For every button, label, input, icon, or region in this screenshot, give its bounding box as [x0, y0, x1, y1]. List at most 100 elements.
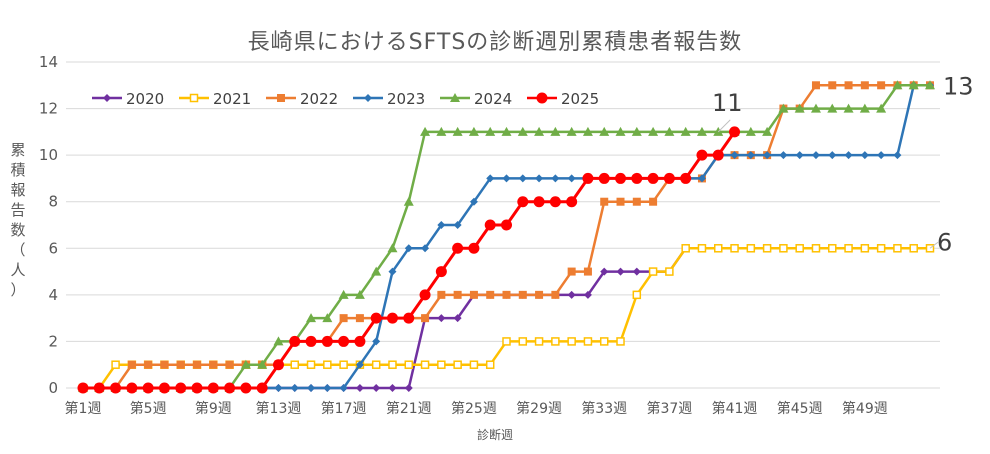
data-point	[664, 126, 675, 136]
data-point	[486, 174, 495, 183]
data-point	[354, 289, 365, 299]
annotation-leader	[717, 119, 731, 133]
data-point	[437, 290, 446, 299]
data-point	[437, 221, 446, 229]
data-point	[551, 174, 560, 183]
data-point	[517, 196, 529, 208]
data-point	[534, 126, 545, 136]
data-point	[372, 384, 381, 392]
data-point	[175, 382, 187, 394]
data-point	[763, 151, 772, 160]
data-point	[371, 360, 381, 369]
annotation-leader	[929, 241, 939, 249]
legend-label-2022: 2022	[300, 90, 338, 108]
data-point	[484, 219, 496, 231]
data-point	[290, 360, 299, 369]
y-tick-label: 0	[48, 379, 58, 397]
data-point	[648, 267, 658, 276]
data-point	[518, 337, 528, 346]
data-point	[712, 149, 724, 161]
data-point	[909, 244, 918, 253]
data-point	[126, 382, 138, 394]
data-point	[908, 80, 919, 90]
x-tick-label: 第45週	[777, 400, 823, 417]
data-point	[860, 151, 869, 160]
data-point	[536, 92, 548, 104]
data-point	[551, 290, 560, 299]
x-tick-label: 第49週	[842, 400, 888, 417]
data-point	[355, 314, 364, 323]
data-point	[535, 290, 544, 299]
x-tick-label: 第21週	[386, 400, 432, 417]
annotation-label: 11	[712, 89, 743, 117]
data-point	[632, 290, 642, 300]
data-point	[277, 94, 285, 102]
data-point	[844, 151, 853, 160]
data-point	[550, 126, 561, 136]
data-point	[469, 360, 479, 369]
data-point	[469, 290, 478, 299]
data-point	[354, 335, 366, 347]
data-point	[388, 360, 397, 369]
data-point	[485, 126, 496, 136]
data-point	[615, 126, 626, 136]
data-point	[828, 151, 837, 160]
data-point	[421, 314, 430, 323]
data-point	[111, 360, 120, 369]
data-point	[663, 172, 675, 184]
data-point	[811, 81, 820, 90]
data-point	[892, 80, 903, 90]
data-point	[403, 312, 415, 324]
data-point	[810, 103, 821, 113]
data-point	[371, 266, 382, 276]
data-point	[567, 290, 576, 299]
data-point	[533, 196, 545, 208]
data-point	[647, 172, 659, 184]
data-point	[844, 244, 853, 253]
data-point	[877, 81, 886, 90]
x-tick-label: 第41週	[712, 400, 758, 417]
data-point	[386, 312, 398, 324]
data-point	[453, 360, 462, 369]
data-point	[305, 335, 317, 347]
data-point	[160, 360, 169, 369]
data-point	[828, 244, 837, 253]
data-point	[583, 267, 592, 276]
x-tick-label: 第5週	[130, 400, 167, 417]
data-point	[616, 197, 625, 206]
data-point	[257, 359, 268, 369]
data-point	[189, 93, 199, 103]
data-point	[843, 103, 854, 113]
data-point	[453, 290, 462, 299]
data-point	[583, 290, 592, 299]
data-point	[632, 267, 641, 276]
y-tick-label: 14	[39, 53, 58, 71]
data-point	[665, 267, 674, 276]
data-point	[876, 244, 886, 253]
series-line-2025	[83, 130, 736, 390]
data-point	[779, 244, 788, 253]
data-point	[534, 337, 544, 346]
data-point	[388, 384, 397, 392]
data-point	[339, 314, 348, 323]
data-point	[272, 359, 284, 371]
data-point	[468, 126, 479, 136]
data-point	[616, 337, 625, 346]
data-point	[370, 312, 382, 324]
data-point	[893, 244, 902, 253]
data-point	[364, 94, 372, 102]
data-point	[339, 384, 348, 392]
data-point	[191, 382, 203, 394]
y-tick-label: 10	[39, 146, 58, 164]
data-point	[551, 337, 560, 346]
data-point	[144, 360, 153, 369]
data-point	[453, 314, 462, 323]
x-tick-label: 第37週	[646, 400, 692, 417]
data-point	[566, 196, 578, 208]
data-point	[403, 196, 414, 206]
data-point	[844, 81, 853, 90]
chart-title: 長崎県におけるSFTSの診断週別累積患者報告数	[247, 30, 743, 55]
data-point	[437, 360, 446, 369]
data-point	[680, 172, 692, 184]
